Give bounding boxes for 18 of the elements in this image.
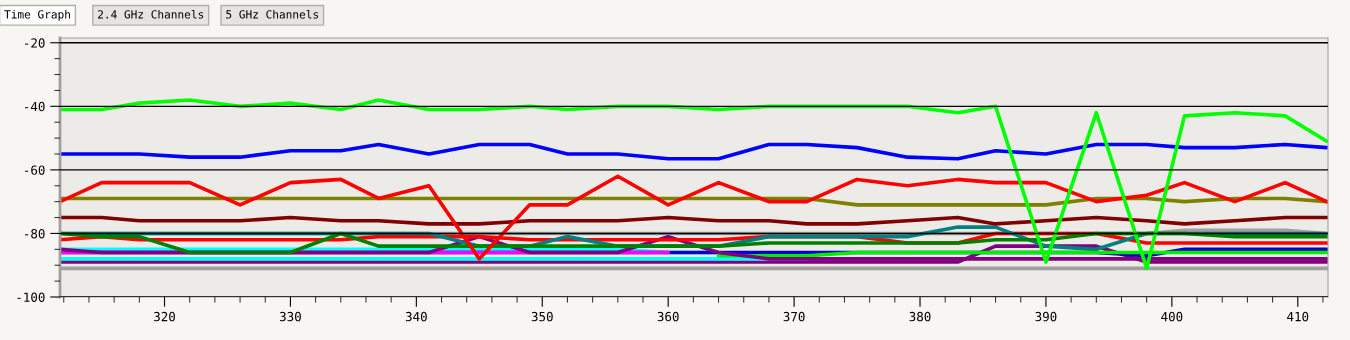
x-tick-label: 410 xyxy=(1287,311,1309,322)
x-tick-label: 380 xyxy=(909,311,931,322)
x-tick-label: 360 xyxy=(657,311,679,322)
x-tick-label: 350 xyxy=(531,311,553,322)
y-tick-label: -60 xyxy=(25,165,45,175)
text: Time Graph xyxy=(4,9,70,21)
x-tick-label: 320 xyxy=(154,311,175,322)
x-tick-label: 400 xyxy=(1161,311,1183,322)
y-tick-label: -80 xyxy=(25,228,45,239)
y-tick-label: -20 xyxy=(25,38,45,48)
x-tick-label: 340 xyxy=(405,311,427,322)
y-tick-label: -40 xyxy=(25,101,45,112)
x-tick-label: 390 xyxy=(1035,311,1057,322)
x-tick-label: 370 xyxy=(783,311,805,322)
text: 2.4 GHz Channels xyxy=(98,9,204,19)
y-tick-label: -100 xyxy=(17,292,45,302)
x-tick-label: 330 xyxy=(279,311,301,322)
text: 5 GHz Channels xyxy=(226,9,318,19)
